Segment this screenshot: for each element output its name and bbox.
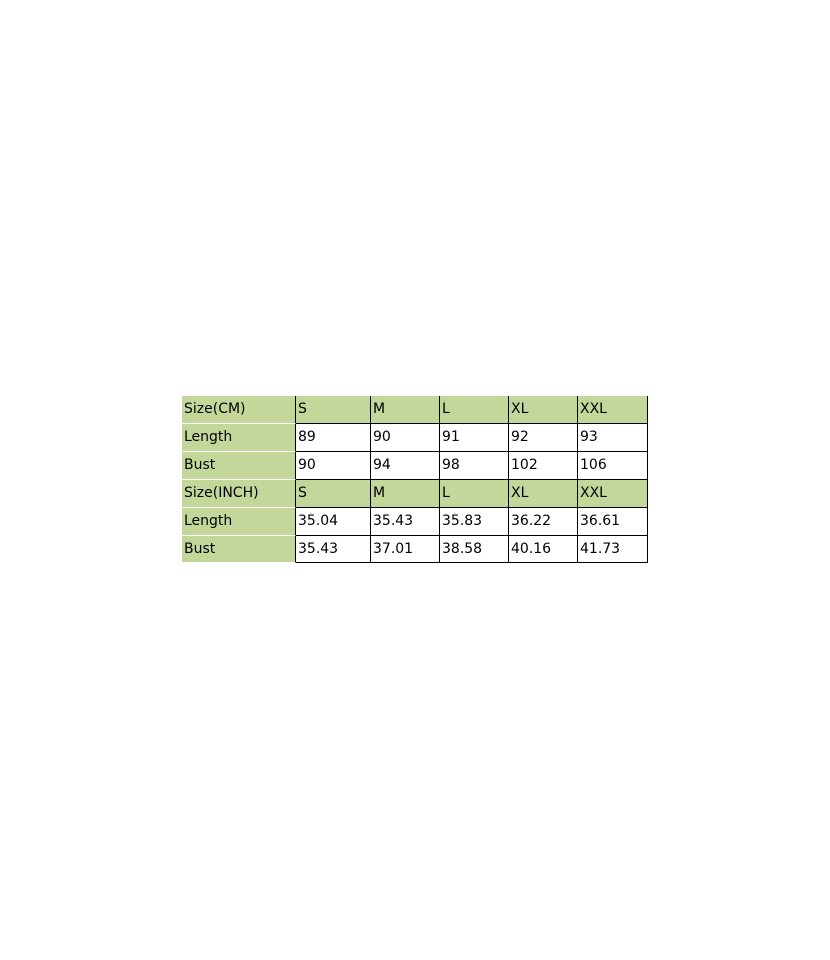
table-cell: 93: [578, 424, 648, 452]
size-table: Size(CM) S M L XL XXL Length 89 90 91 92 93 Bust 90 94…: [182, 396, 648, 563]
table-cell: 41.73: [578, 536, 648, 563]
table-cell: 35.83: [440, 508, 509, 536]
table-cell: 94: [371, 452, 440, 480]
table-cell: 106: [578, 452, 648, 480]
size-header: M: [371, 396, 440, 424]
size-header: XL: [509, 480, 578, 508]
table-cell: 35.04: [296, 508, 371, 536]
size-header: S: [296, 396, 371, 424]
size-header: XL: [509, 396, 578, 424]
table-cell: 35.43: [296, 536, 371, 563]
table-cell: 91: [440, 424, 509, 452]
table-cell: 36.61: [578, 508, 648, 536]
table-cell: 102: [509, 452, 578, 480]
size-header: L: [440, 480, 509, 508]
table-cell: 38.58: [440, 536, 509, 563]
row-label: Length: [182, 424, 296, 452]
table-cell: 90: [371, 424, 440, 452]
size-header: XXL: [578, 480, 648, 508]
table-cell: 37.01: [371, 536, 440, 563]
row-label: Size(INCH): [182, 480, 296, 508]
size-header: M: [371, 480, 440, 508]
table-cell: 90: [296, 452, 371, 480]
table-cell: 92: [509, 424, 578, 452]
row-label: Length: [182, 508, 296, 536]
table-cell: 98: [440, 452, 509, 480]
row-label: Size(CM): [182, 396, 296, 424]
table-cell: 35.43: [371, 508, 440, 536]
row-label: Bust: [182, 536, 296, 563]
row-label: Bust: [182, 452, 296, 480]
size-header: XXL: [578, 396, 648, 424]
size-header: L: [440, 396, 509, 424]
size-header: S: [296, 480, 371, 508]
table-cell: 36.22: [509, 508, 578, 536]
table-cell: 40.16: [509, 536, 578, 563]
table-cell: 89: [296, 424, 371, 452]
